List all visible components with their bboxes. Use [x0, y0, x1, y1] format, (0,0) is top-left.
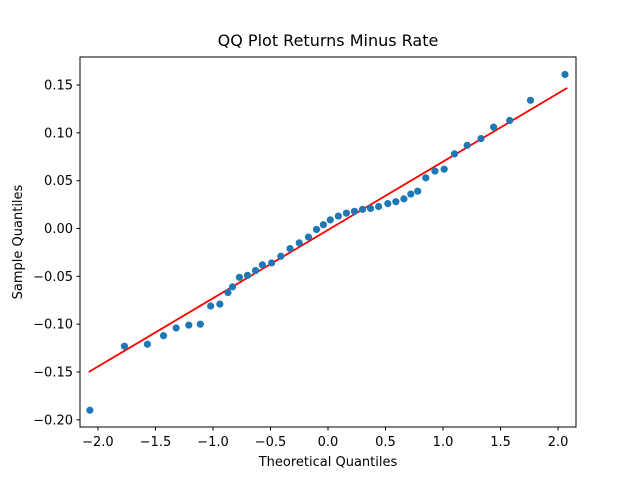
- scatter-point: [477, 134, 485, 143]
- x-tick-label: −1.0: [197, 435, 229, 450]
- x-tick-label: −1.5: [140, 435, 172, 450]
- y-tick-label: 0.10: [44, 126, 73, 141]
- scatter-point: [440, 165, 448, 173]
- scatter-point: [143, 340, 152, 348]
- y-tick-label: 0.15: [44, 79, 73, 94]
- scatter-point: [86, 406, 94, 414]
- y-tick-label: 0.00: [44, 222, 73, 237]
- x-tick-label: −0.5: [255, 435, 287, 450]
- y-tick-label: 0.05: [44, 174, 73, 189]
- x-ticks: −2.0 −1.5 −1.0 −0.5 0.0 0.5 1.0 1.5 2.0: [82, 427, 568, 450]
- y-tick-label: −0.15: [33, 365, 73, 380]
- scatter-point: [384, 200, 392, 208]
- scatter-point: [304, 233, 313, 241]
- scatter-point: [286, 245, 294, 253]
- chart-title: QQ Plot Returns Minus Rate: [218, 31, 439, 50]
- y-tick-label: −0.10: [33, 318, 73, 333]
- x-tick-label: 1.0: [433, 435, 454, 450]
- scatter-point: [268, 259, 276, 267]
- scatter-point: [407, 190, 415, 198]
- scatter-point: [561, 70, 569, 79]
- fit-line-group: [88, 87, 568, 373]
- scatter-point: [216, 300, 224, 308]
- scatter-point: [228, 283, 237, 291]
- fit-line: [88, 87, 568, 373]
- scatter-point: [422, 174, 430, 182]
- scatter-point: [526, 96, 535, 104]
- scatter-point: [414, 187, 422, 195]
- scatter-point: [392, 198, 400, 206]
- scatter-point: [159, 332, 168, 340]
- scatter-point: [431, 167, 439, 175]
- y-tick-label: −0.05: [33, 270, 73, 285]
- scatter-point: [243, 271, 252, 279]
- scatter-point: [350, 207, 359, 215]
- scatter-point: [342, 209, 351, 217]
- y-axis-label: Sample Quantiles: [11, 184, 26, 299]
- scatter-point: [326, 216, 334, 224]
- scatter-point: [490, 123, 498, 131]
- scatter-point: [463, 141, 471, 149]
- scatter-point: [207, 302, 215, 310]
- scatter-point: [185, 321, 193, 329]
- axes-spines: [79, 56, 577, 428]
- scatter-point: [251, 267, 260, 275]
- scatter-point: [172, 324, 180, 332]
- x-tick-label: 0.5: [375, 435, 396, 450]
- scatter-point: [277, 252, 285, 260]
- x-tick-label: 1.5: [490, 435, 511, 450]
- x-tick-label: −2.0: [82, 435, 114, 450]
- scatter-point: [295, 239, 303, 247]
- scatter-point: [375, 202, 383, 211]
- y-ticks: −0.20 −0.15 −0.10 −0.05 0.00 0.05 0.10 0.15: [33, 79, 80, 428]
- scatter-point: [506, 116, 514, 125]
- scatter-point: [366, 204, 375, 213]
- x-tick-label: 0.0: [318, 435, 339, 450]
- scatter-point: [235, 273, 244, 281]
- scatter-point: [334, 212, 342, 220]
- scatter-point: [400, 195, 408, 203]
- scatter-points: [86, 70, 569, 414]
- scatter-point: [120, 342, 129, 350]
- scatter-point: [358, 205, 367, 213]
- scatter-point: [312, 225, 321, 234]
- scatter-point: [258, 261, 267, 269]
- y-tick-label: −0.20: [33, 413, 73, 428]
- x-axis-label: Theoretical Quantiles: [258, 455, 398, 470]
- x-tick-label: 2.0: [548, 435, 569, 450]
- scatter-point: [319, 221, 327, 229]
- scatter-point: [196, 320, 204, 328]
- scatter-point: [224, 289, 232, 297]
- scatter-point: [450, 150, 459, 158]
